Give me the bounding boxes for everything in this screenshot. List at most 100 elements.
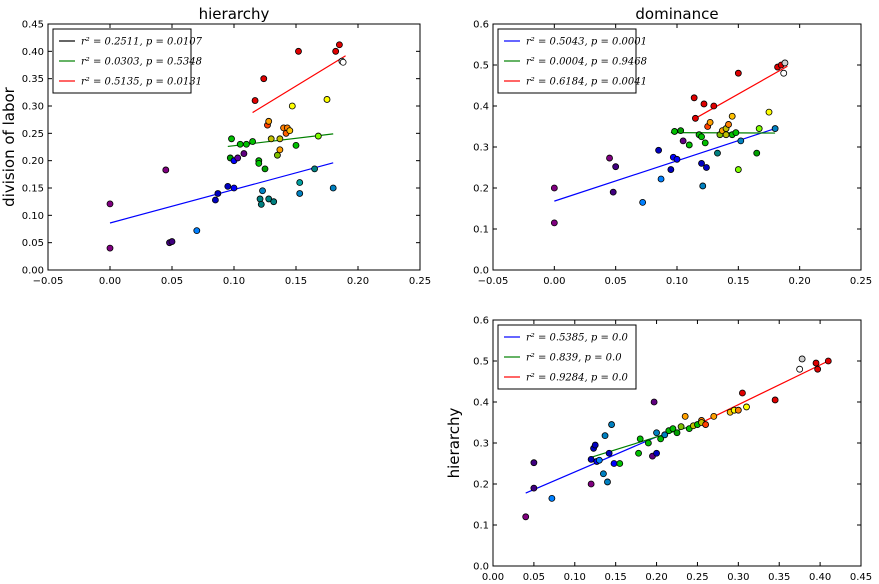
y-tick-label: 0.1 [473, 521, 489, 532]
data-point [168, 238, 176, 245]
legend-label-1: r² = 0.5043, p = 0.0001 [526, 37, 647, 48]
y-tick-label: 0.3 [473, 439, 489, 450]
data-point [673, 155, 681, 163]
data-point [612, 163, 620, 171]
data-point [690, 94, 698, 102]
data-point [228, 135, 235, 143]
x-tick-label: 0.20 [789, 276, 811, 287]
data-point [214, 190, 222, 197]
data-point [314, 132, 322, 140]
fit-line-3 [252, 55, 346, 114]
data-point [261, 165, 269, 173]
data-point [616, 460, 624, 467]
data-point [292, 141, 300, 149]
data-point [605, 449, 613, 457]
y-tick-label: 0.2 [473, 184, 489, 195]
data-point [296, 190, 304, 197]
x-tick-label: −0.05 [478, 276, 509, 287]
y-tick-label: 0.30 [22, 102, 44, 113]
data-point [296, 179, 304, 186]
data-point [698, 133, 705, 141]
data-point [260, 75, 268, 83]
x-tick-label: 0.00 [543, 276, 565, 287]
data-point [608, 421, 615, 428]
data-point [635, 449, 642, 457]
x-tick-label: 0.10 [666, 276, 688, 287]
data-point [771, 125, 779, 132]
data-point [681, 412, 689, 420]
y-tick-label: 0.0 [473, 266, 489, 277]
data-point [824, 357, 832, 365]
data-point [257, 200, 265, 208]
data-point [650, 398, 658, 406]
data-point [288, 102, 296, 110]
legend-label-1: r² = 0.5385, p = 0.0 [526, 333, 629, 344]
plot-layer [522, 355, 832, 521]
x-tick-label: 0.15 [605, 572, 627, 583]
data-point [661, 431, 669, 439]
data-point [700, 100, 708, 108]
x-tick-label: 0.00 [99, 276, 121, 287]
data-point [249, 138, 257, 145]
x-tick-label: 0.25 [850, 276, 872, 287]
data-point [657, 175, 665, 183]
data-point [224, 182, 232, 190]
data-point [653, 449, 660, 457]
data-point [737, 137, 745, 145]
data-point [242, 140, 250, 148]
y-tick-label: 0.05 [22, 238, 44, 249]
data-point [699, 182, 707, 190]
data-point [587, 455, 595, 463]
x-tick-label: −0.05 [33, 276, 64, 287]
fit-line-3 [695, 65, 788, 119]
legend: r² = 0.2511, p = 0.0107 r² = 0.0303, p = … [52, 28, 203, 94]
data-point [671, 128, 678, 135]
data-point [698, 159, 705, 167]
data-point [255, 159, 263, 167]
data-point [587, 480, 595, 488]
fit-line-1 [109, 162, 334, 224]
data-point [591, 441, 599, 449]
data-point [765, 108, 773, 116]
y-tick-label: 0.4 [473, 102, 489, 113]
chart-3: 0.00 0.05 0.10 0.15 0.20 0.25 0.30 0.35 0.40 0.45… [445, 316, 872, 584]
data-point [780, 69, 788, 77]
data-point [162, 166, 170, 174]
y-tick-label: 0.3 [473, 143, 489, 154]
x-tick-label: 0.40 [809, 572, 831, 583]
x-tick-label: 0.10 [223, 276, 245, 287]
data-point [323, 96, 331, 103]
data-point [739, 389, 746, 397]
data-point [236, 140, 244, 148]
data-point [276, 146, 284, 154]
data-point [550, 184, 558, 192]
chart-2: −0.05 0.00 0.05 0.10 0.15 0.20 0.25 0.0 0.1 0.2 0.… [473, 5, 872, 287]
y-tick-label: 0.15 [22, 184, 44, 195]
data-point [657, 435, 665, 443]
legend-box [497, 28, 637, 94]
data-point [606, 154, 613, 162]
x-tick-label: 0.25 [409, 276, 431, 287]
x-tick-label: 0.05 [161, 276, 183, 287]
data-point [673, 429, 681, 437]
data-point [728, 112, 736, 120]
fit-line-1 [525, 436, 657, 494]
data-point [548, 494, 556, 502]
y-tick-label: 0.5 [473, 357, 489, 368]
y-tick-label: 0.5 [473, 61, 489, 72]
data-point [522, 513, 530, 521]
y-tick-label: 0.35 [22, 74, 44, 85]
x-tick-label: 0.30 [727, 572, 749, 583]
data-point [106, 244, 114, 252]
y-tick-label: 0.6 [473, 20, 489, 31]
x-tick-label: 0.05 [605, 276, 627, 287]
data-point [653, 429, 660, 437]
data-point [329, 184, 337, 192]
data-point [230, 184, 238, 192]
data-point [679, 137, 687, 145]
data-point [609, 188, 617, 196]
x-tick-label: 0.20 [347, 276, 369, 287]
y-tick-label: 0.25 [22, 129, 44, 140]
data-point [550, 219, 558, 227]
